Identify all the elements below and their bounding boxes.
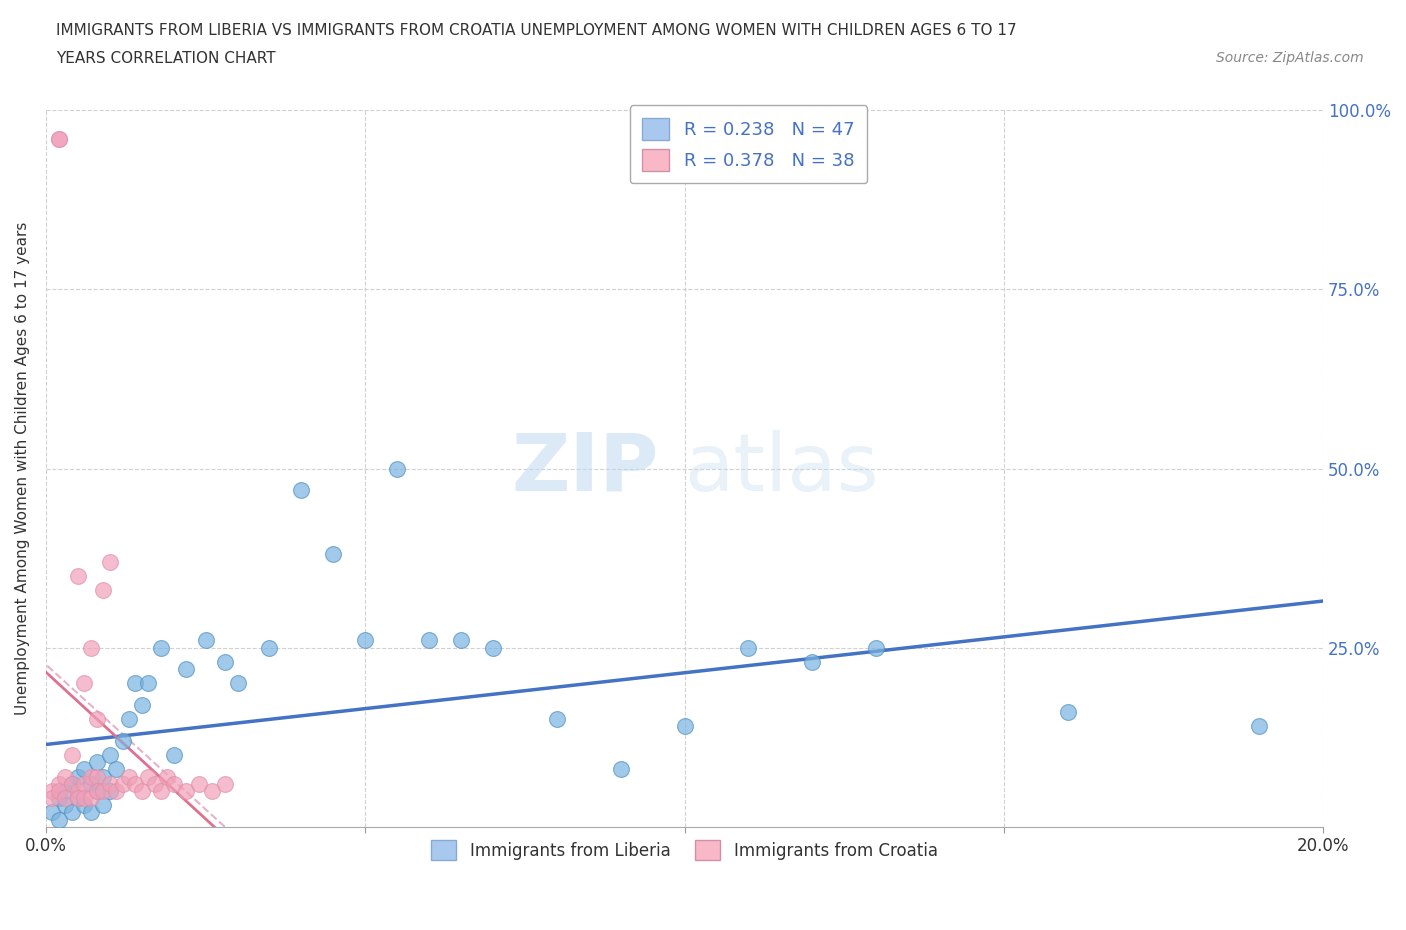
Point bbox=[41, 805, 63, 820]
Point bbox=[801, 655, 824, 670]
Point bbox=[176, 661, 198, 676]
Point bbox=[214, 655, 236, 670]
Point bbox=[259, 640, 281, 655]
Point bbox=[53, 790, 76, 805]
Point bbox=[86, 783, 108, 798]
Point bbox=[60, 805, 83, 820]
Point bbox=[48, 783, 70, 798]
Point bbox=[66, 769, 89, 784]
Point bbox=[149, 783, 172, 798]
Point bbox=[482, 640, 505, 655]
Point bbox=[546, 711, 568, 726]
Point bbox=[118, 769, 141, 784]
Text: Source: ZipAtlas.com: Source: ZipAtlas.com bbox=[1216, 51, 1364, 65]
Point bbox=[48, 131, 70, 146]
Point bbox=[93, 769, 115, 784]
Point bbox=[111, 777, 134, 791]
Point bbox=[322, 547, 344, 562]
Point bbox=[98, 554, 121, 569]
Point bbox=[79, 777, 101, 791]
Point bbox=[73, 777, 96, 791]
Point bbox=[93, 583, 115, 598]
Point bbox=[60, 777, 83, 791]
Point bbox=[105, 783, 128, 798]
Point bbox=[73, 676, 96, 691]
Point bbox=[86, 783, 108, 798]
Point bbox=[385, 461, 408, 476]
Point bbox=[143, 777, 166, 791]
Point bbox=[73, 798, 96, 813]
Point bbox=[188, 777, 211, 791]
Point bbox=[48, 131, 70, 146]
Point bbox=[609, 762, 631, 777]
Y-axis label: Unemployment Among Women with Children Ages 6 to 17 years: Unemployment Among Women with Children A… bbox=[15, 222, 30, 715]
Point bbox=[214, 777, 236, 791]
Point bbox=[354, 633, 377, 648]
Point bbox=[163, 748, 186, 763]
Point bbox=[111, 733, 134, 748]
Point bbox=[865, 640, 887, 655]
Point bbox=[86, 711, 108, 726]
Point bbox=[418, 633, 440, 648]
Point bbox=[737, 640, 759, 655]
Point bbox=[673, 719, 696, 734]
Legend: Immigrants from Liberia, Immigrants from Croatia: Immigrants from Liberia, Immigrants from… bbox=[423, 831, 946, 869]
Point bbox=[93, 783, 115, 798]
Point bbox=[149, 640, 172, 655]
Point bbox=[79, 640, 101, 655]
Point bbox=[131, 783, 153, 798]
Point bbox=[450, 633, 472, 648]
Point bbox=[66, 568, 89, 583]
Point bbox=[73, 762, 96, 777]
Point bbox=[124, 777, 146, 791]
Point bbox=[79, 790, 101, 805]
Point bbox=[163, 777, 186, 791]
Point bbox=[1056, 705, 1078, 720]
Point bbox=[86, 769, 108, 784]
Point bbox=[53, 798, 76, 813]
Point bbox=[66, 790, 89, 805]
Text: atlas: atlas bbox=[685, 430, 879, 508]
Point bbox=[194, 633, 217, 648]
Point bbox=[79, 769, 101, 784]
Point bbox=[48, 777, 70, 791]
Point bbox=[124, 676, 146, 691]
Point bbox=[98, 777, 121, 791]
Point bbox=[41, 790, 63, 805]
Point bbox=[41, 783, 63, 798]
Point bbox=[226, 676, 249, 691]
Point bbox=[66, 790, 89, 805]
Text: ZIP: ZIP bbox=[512, 430, 659, 508]
Point bbox=[136, 676, 159, 691]
Point bbox=[1249, 719, 1271, 734]
Point bbox=[118, 711, 141, 726]
Point bbox=[79, 805, 101, 820]
Point bbox=[53, 783, 76, 798]
Point bbox=[48, 790, 70, 805]
Point bbox=[53, 769, 76, 784]
Point bbox=[290, 483, 312, 498]
Point bbox=[98, 748, 121, 763]
Point bbox=[156, 769, 179, 784]
Point bbox=[98, 783, 121, 798]
Point bbox=[48, 812, 70, 827]
Point bbox=[73, 790, 96, 805]
Point bbox=[93, 798, 115, 813]
Point bbox=[131, 698, 153, 712]
Point bbox=[66, 783, 89, 798]
Point bbox=[86, 755, 108, 770]
Point bbox=[60, 748, 83, 763]
Text: YEARS CORRELATION CHART: YEARS CORRELATION CHART bbox=[56, 51, 276, 66]
Point bbox=[176, 783, 198, 798]
Point bbox=[60, 777, 83, 791]
Text: IMMIGRANTS FROM LIBERIA VS IMMIGRANTS FROM CROATIA UNEMPLOYMENT AMONG WOMEN WITH: IMMIGRANTS FROM LIBERIA VS IMMIGRANTS FR… bbox=[56, 23, 1017, 38]
Point bbox=[201, 783, 224, 798]
Point bbox=[105, 762, 128, 777]
Point bbox=[136, 769, 159, 784]
